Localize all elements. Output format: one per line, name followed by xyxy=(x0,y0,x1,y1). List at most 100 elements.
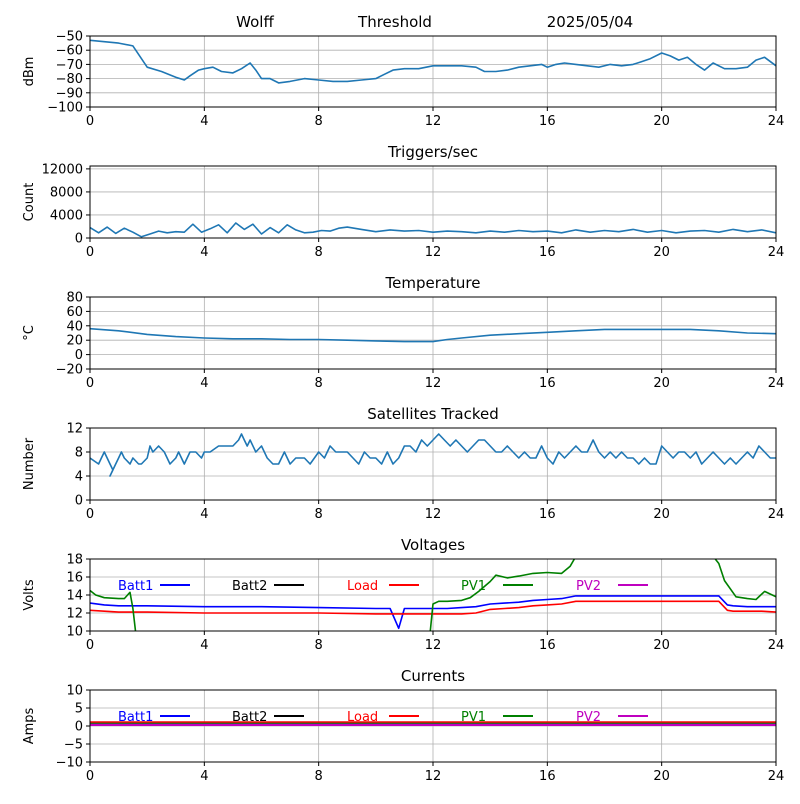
legend-label-pv1: PV1 xyxy=(461,710,486,725)
x-tick-label: 0 xyxy=(86,769,94,784)
x-tick-label: 12 xyxy=(425,245,442,260)
x-tick-label: 24 xyxy=(768,245,785,260)
x-tick-label: 0 xyxy=(86,638,94,653)
series-line-data xyxy=(90,222,776,238)
y-axis-label: Count xyxy=(22,183,37,222)
y-tick-label: −90 xyxy=(56,86,83,101)
y-tick-label: 18 xyxy=(66,553,83,568)
series-line-data xyxy=(90,433,776,477)
x-tick-label: 4 xyxy=(200,769,208,784)
x-tick-label: 16 xyxy=(539,507,556,522)
chart-panel-1: 0 4 8 12 16 20 24 0 4000 8000 12000 Triggers/sec Cou… xyxy=(22,143,784,260)
x-tick-label: 8 xyxy=(315,769,323,784)
series-line-data xyxy=(90,327,776,343)
y-tick-label: −70 xyxy=(56,58,83,73)
x-tick-label: 0 xyxy=(86,507,94,522)
x-tick-label: 8 xyxy=(315,376,323,391)
y-tick-label: 10 xyxy=(66,625,83,640)
x-tick-label: 0 xyxy=(86,376,94,391)
legend-label-load: Load xyxy=(347,579,378,594)
x-tick-label: 4 xyxy=(200,638,208,653)
x-tick-label: 16 xyxy=(539,114,556,129)
x-tick-label: 20 xyxy=(653,507,670,522)
x-tick-label: 20 xyxy=(653,376,670,391)
y-tick-label: −60 xyxy=(56,44,83,59)
y-tick-label: 16 xyxy=(66,571,83,586)
legend-label-pv1: PV1 xyxy=(461,579,486,594)
y-tick-label: 12000 xyxy=(42,162,83,177)
x-tick-label: 20 xyxy=(653,114,670,129)
x-tick-label: 4 xyxy=(200,114,208,129)
chart-title: Temperature xyxy=(384,274,480,292)
y-tick-label: 14 xyxy=(66,589,83,604)
series-line-load xyxy=(90,600,776,615)
x-tick-label: 12 xyxy=(425,376,442,391)
x-tick-label: 8 xyxy=(315,638,323,653)
x-tick-label: 12 xyxy=(425,114,442,129)
legend-label-batt2: Batt2 xyxy=(232,579,267,594)
y-axis-label: Volts xyxy=(22,579,37,611)
x-tick-label: 12 xyxy=(425,769,442,784)
y-axis-label: Amps xyxy=(22,707,37,744)
y-tick-label: 8 xyxy=(75,446,83,461)
chart-panel-0: 0 4 8 12 16 20 24 −100−90−80−70−60−50 dBm xyxy=(22,30,784,130)
x-tick-label: 20 xyxy=(653,638,670,653)
y-tick-label: 12 xyxy=(66,607,83,622)
series-line-data xyxy=(90,39,776,84)
y-axis-label: °C xyxy=(22,325,37,341)
legend-label-batt2: Batt2 xyxy=(232,710,267,725)
y-tick-label: −20 xyxy=(56,363,83,378)
x-tick-label: 12 xyxy=(425,507,442,522)
y-tick-label: 8000 xyxy=(50,185,83,200)
header-date: 2025/05/04 xyxy=(547,13,633,31)
y-tick-label: 0 xyxy=(75,232,83,247)
chart-title: Satellites Tracked xyxy=(367,405,498,423)
x-tick-label: 8 xyxy=(315,114,323,129)
x-tick-label: 4 xyxy=(200,376,208,391)
header-station: Wolff xyxy=(236,13,274,31)
x-tick-label: 12 xyxy=(425,638,442,653)
y-tick-label: 4000 xyxy=(50,208,83,223)
y-tick-label: 60 xyxy=(66,305,83,320)
legend-label-load: Load xyxy=(347,710,378,725)
x-tick-label: 16 xyxy=(539,769,556,784)
legend-label-pv2: PV2 xyxy=(576,579,601,594)
y-tick-label: 4 xyxy=(75,470,83,485)
x-tick-label: 0 xyxy=(86,114,94,129)
chart-title: Currents xyxy=(401,667,465,685)
x-tick-label: 4 xyxy=(200,245,208,260)
y-tick-label: 0 xyxy=(75,494,83,509)
chart-panel-4: 0 4 8 12 16 20 24 10 12 14 16 18 Voltages Volts Batt1 B… xyxy=(22,536,784,653)
x-tick-label: 24 xyxy=(768,114,785,129)
legend-label-batt1: Batt1 xyxy=(118,579,153,594)
y-axis-label: dBm xyxy=(22,57,37,87)
chart-panel-3: 0 4 8 12 16 20 24 0 4 8 12 Satellites Tracked Number xyxy=(22,405,784,522)
y-tick-label: 12 xyxy=(66,422,83,437)
x-tick-label: 24 xyxy=(768,376,785,391)
y-tick-label: 10 xyxy=(66,684,83,699)
y-tick-label: −10 xyxy=(56,756,83,771)
series-line-pv1 xyxy=(90,559,776,631)
x-tick-label: 4 xyxy=(200,507,208,522)
y-tick-label: −100 xyxy=(47,101,83,116)
y-tick-label: −50 xyxy=(56,30,83,45)
chart-title: Voltages xyxy=(401,536,465,554)
y-tick-label: −80 xyxy=(56,72,83,87)
x-tick-label: 16 xyxy=(539,638,556,653)
x-tick-label: 16 xyxy=(539,376,556,391)
x-tick-label: 20 xyxy=(653,769,670,784)
x-tick-label: 8 xyxy=(315,507,323,522)
x-tick-label: 8 xyxy=(315,245,323,260)
y-tick-label: 20 xyxy=(66,334,83,349)
x-tick-label: 24 xyxy=(768,507,785,522)
y-tick-label: 40 xyxy=(66,319,83,334)
chart-title: Triggers/sec xyxy=(387,143,478,161)
header-mode: Threshold xyxy=(357,13,432,31)
x-tick-label: 16 xyxy=(539,245,556,260)
y-tick-label: −5 xyxy=(64,738,83,753)
x-tick-label: 20 xyxy=(653,245,670,260)
